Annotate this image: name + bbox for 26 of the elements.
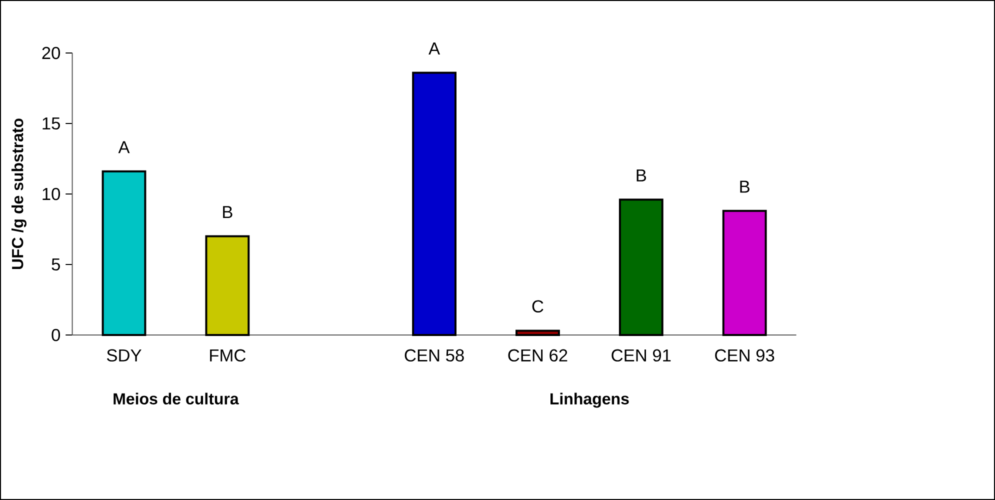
y-tick-label: 10 bbox=[42, 188, 60, 200]
bar bbox=[205, 235, 250, 336]
y-tick-label: 20 bbox=[42, 46, 60, 60]
bar bbox=[516, 330, 560, 336]
data-label: B bbox=[740, 180, 750, 193]
bar bbox=[618, 198, 664, 336]
data-label: B bbox=[223, 206, 232, 218]
data-label: A bbox=[428, 42, 440, 54]
x-tick-label: CEN 58 bbox=[404, 349, 464, 362]
x-tick-label: CEN 91 bbox=[612, 349, 671, 362]
y-axis-title: UFC /g de substrato bbox=[12, 118, 26, 270]
x-tick-label: SDY bbox=[106, 349, 142, 362]
data-label: B bbox=[636, 169, 646, 182]
y-tick-label: 15 bbox=[42, 117, 60, 130]
data-label: C bbox=[532, 300, 544, 312]
x-tick-label: CEN 93 bbox=[715, 349, 774, 362]
x-tick-label: FMC bbox=[210, 349, 246, 362]
x-tick-label: CEN 62 bbox=[508, 349, 568, 362]
bar bbox=[412, 72, 456, 336]
data-label: A bbox=[118, 141, 130, 154]
text: Meios de cultura bbox=[114, 392, 239, 404]
y-tick-label: 5 bbox=[52, 258, 60, 271]
bar bbox=[722, 210, 767, 336]
text: Linhagens bbox=[550, 392, 629, 408]
y-tick-label: 0 bbox=[52, 328, 60, 342]
bar bbox=[102, 170, 146, 336]
